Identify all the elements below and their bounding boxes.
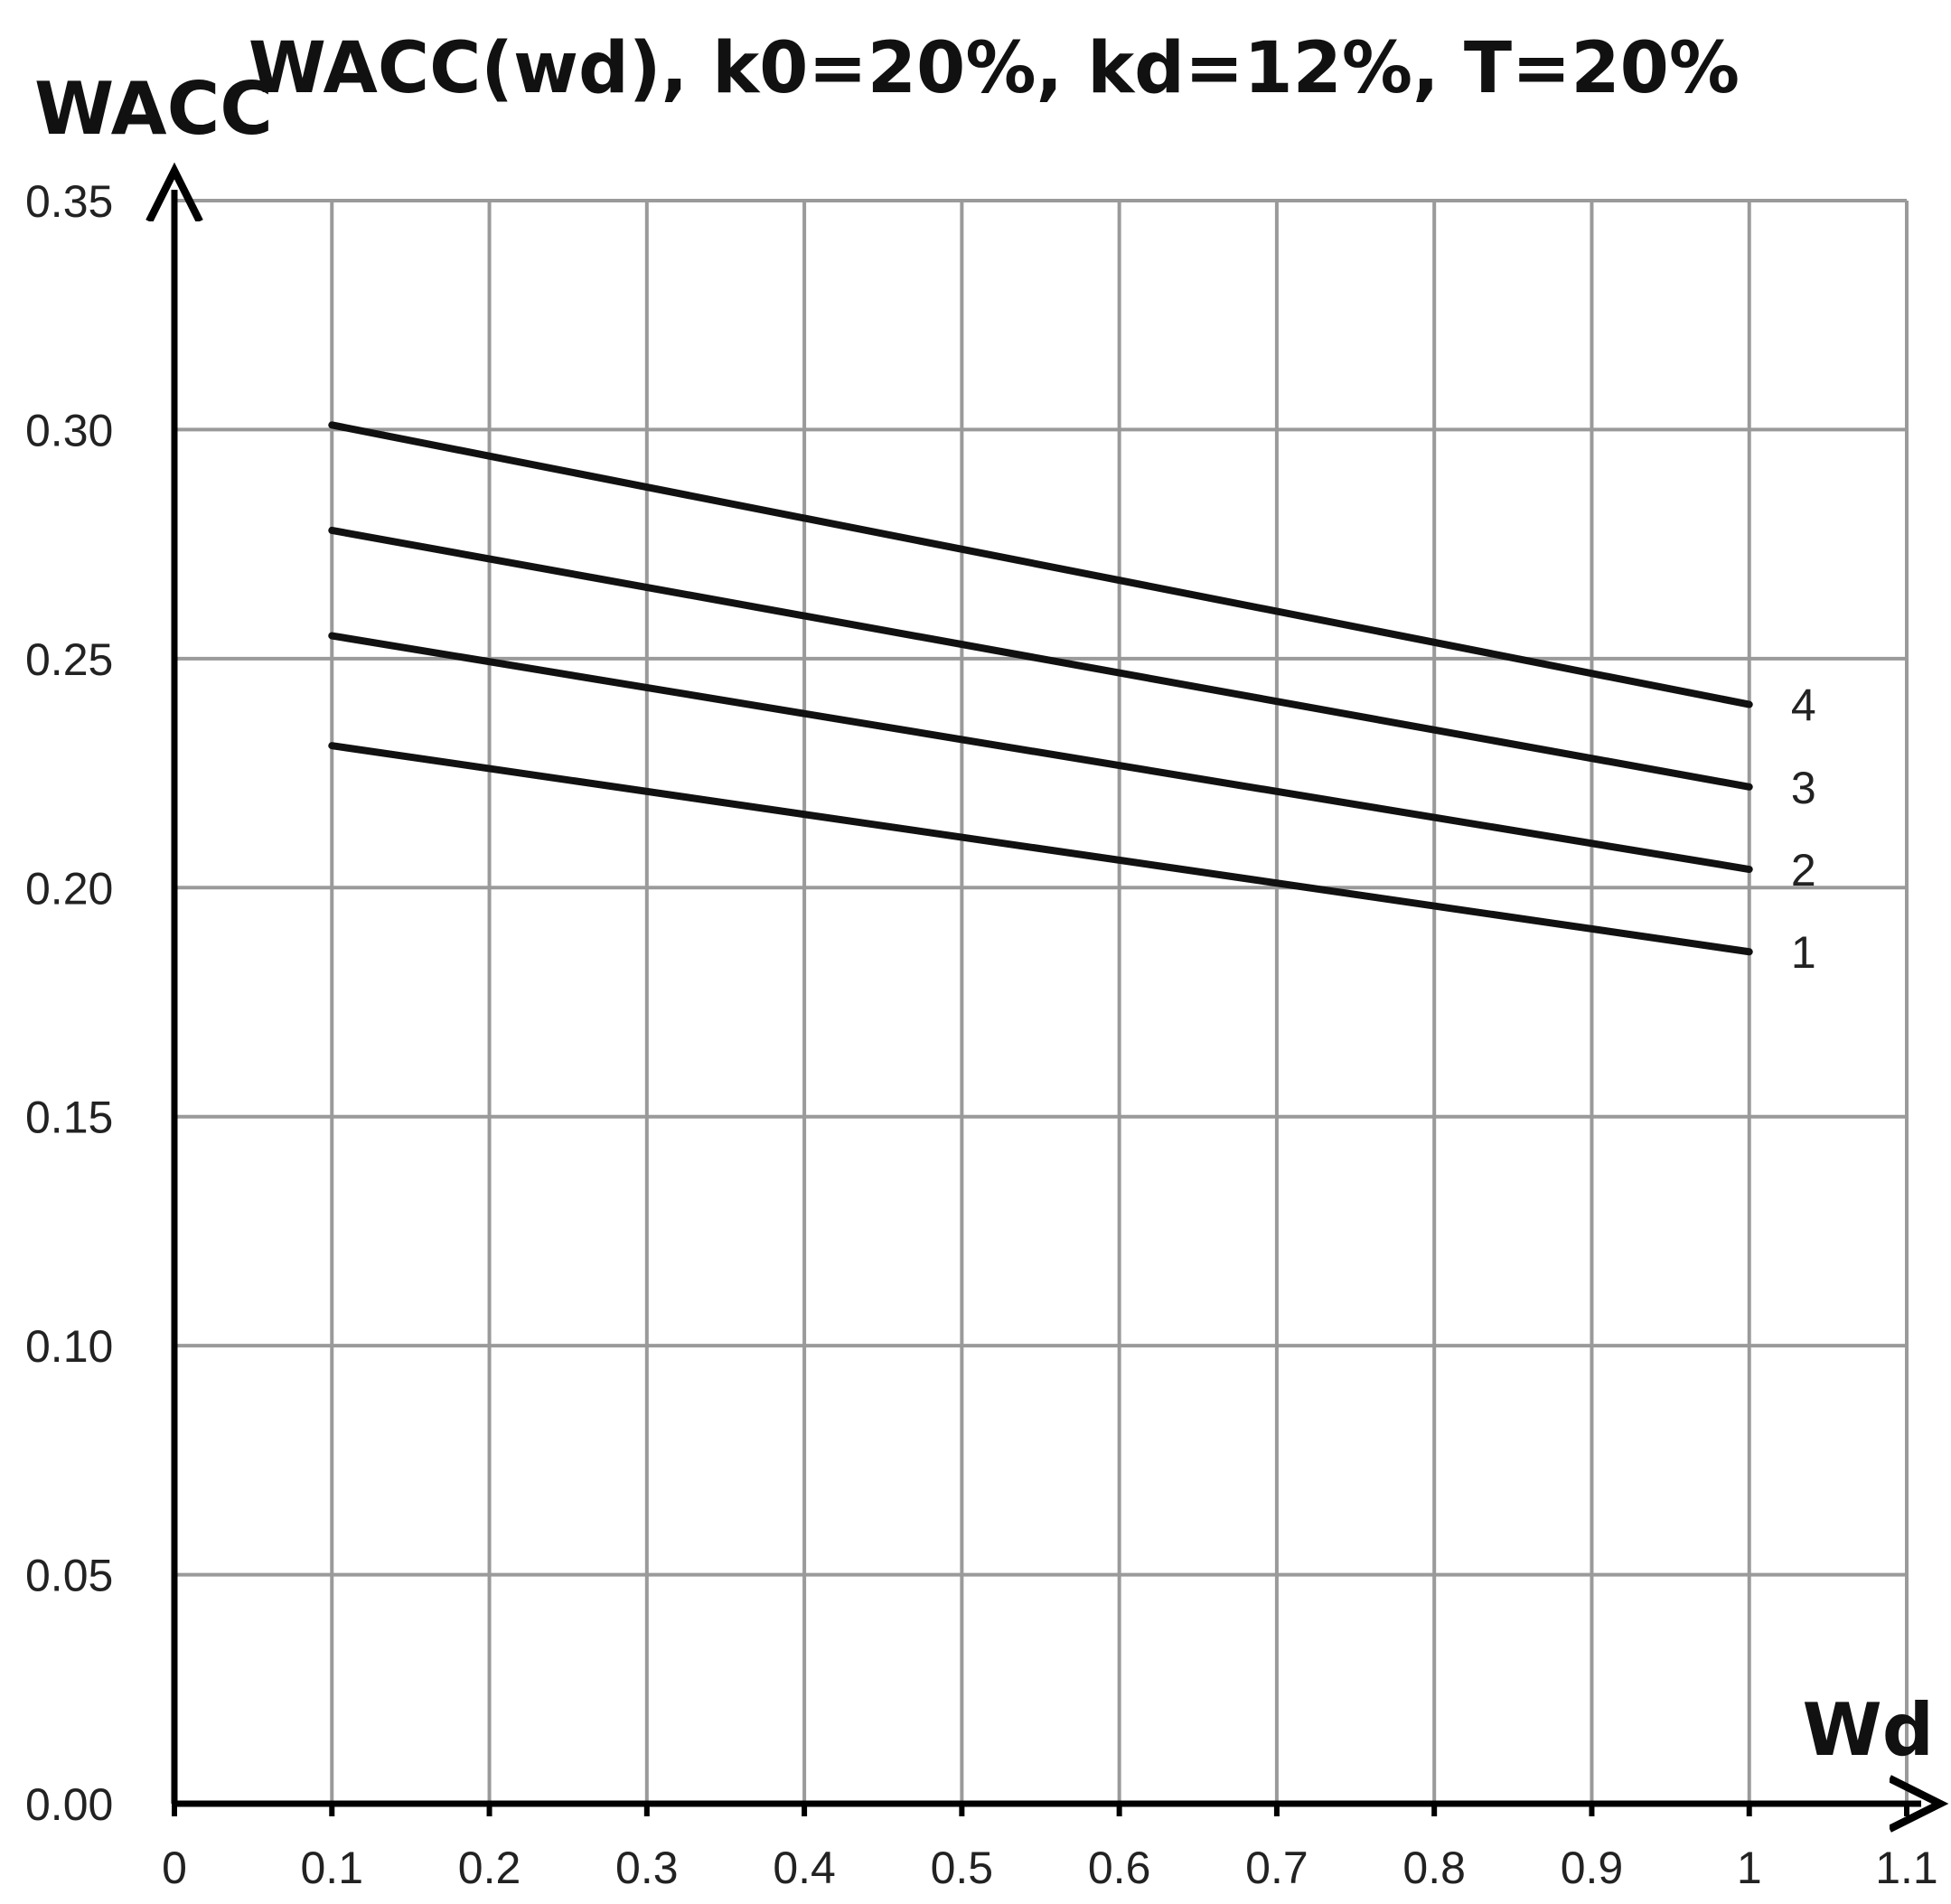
series-lines — [328, 421, 1753, 956]
series-line-2 — [328, 632, 1753, 874]
series-label-4: 4 — [1791, 680, 1816, 731]
x-tick-label-10: 1 — [1737, 1843, 1762, 1893]
series-label-1: 1 — [1791, 927, 1816, 978]
y-tick-label-3: 0.15 — [25, 1093, 113, 1143]
series-labels: 1 2 3 4 — [1791, 680, 1816, 979]
x-tick-label-1: 0.1 — [301, 1843, 364, 1893]
y-tick-labels: 0.00 0.05 0.10 0.15 0.20 0.25 0.30 0.35 — [25, 176, 113, 1830]
y-tick-label-7: 0.35 — [25, 176, 113, 227]
y-tick-label-6: 0.30 — [25, 405, 113, 455]
x-tick-label-4: 0.4 — [773, 1843, 836, 1893]
x-tick-label-11: 1.1 — [1875, 1843, 1938, 1893]
series-line-3 — [328, 526, 1753, 791]
series-line-1 — [328, 742, 1753, 956]
x-tick-label-8: 0.8 — [1402, 1843, 1466, 1893]
y-tick-label-1: 0.05 — [25, 1551, 113, 1601]
x-tick-label-6: 0.6 — [1088, 1843, 1151, 1893]
y-tick-label-2: 0.10 — [25, 1321, 113, 1372]
y-tick-label-4: 0.20 — [25, 863, 113, 914]
x-axis-title: Wd — [1802, 1688, 1934, 1772]
x-tick-label-9: 0.9 — [1561, 1843, 1624, 1893]
x-tick-label-3: 0.3 — [615, 1843, 679, 1893]
series-line-4 — [328, 421, 1753, 708]
x-tick-label-5: 0.5 — [931, 1843, 994, 1893]
chart-title: WACC(wd), k0=20%, kd=12%, T=20% — [249, 28, 1740, 109]
y-tick-label-5: 0.25 — [25, 634, 113, 685]
x-tick-label-7: 0.7 — [1245, 1843, 1308, 1893]
x-tick-label-2: 0.2 — [458, 1843, 521, 1893]
series-label-3: 3 — [1791, 763, 1816, 813]
y-axis-title: WACC — [34, 67, 273, 151]
x-tick-labels: 0 0.1 0.2 0.3 0.4 0.5 0.6 0.7 0.8 0.9 1 1.1 — [162, 1843, 1938, 1893]
x-tick-label-0: 0 — [162, 1843, 187, 1893]
axes — [174, 190, 1921, 1816]
grid — [174, 199, 1909, 1804]
y-tick-label-0: 0.00 — [25, 1779, 113, 1830]
series-label-2: 2 — [1791, 845, 1816, 896]
